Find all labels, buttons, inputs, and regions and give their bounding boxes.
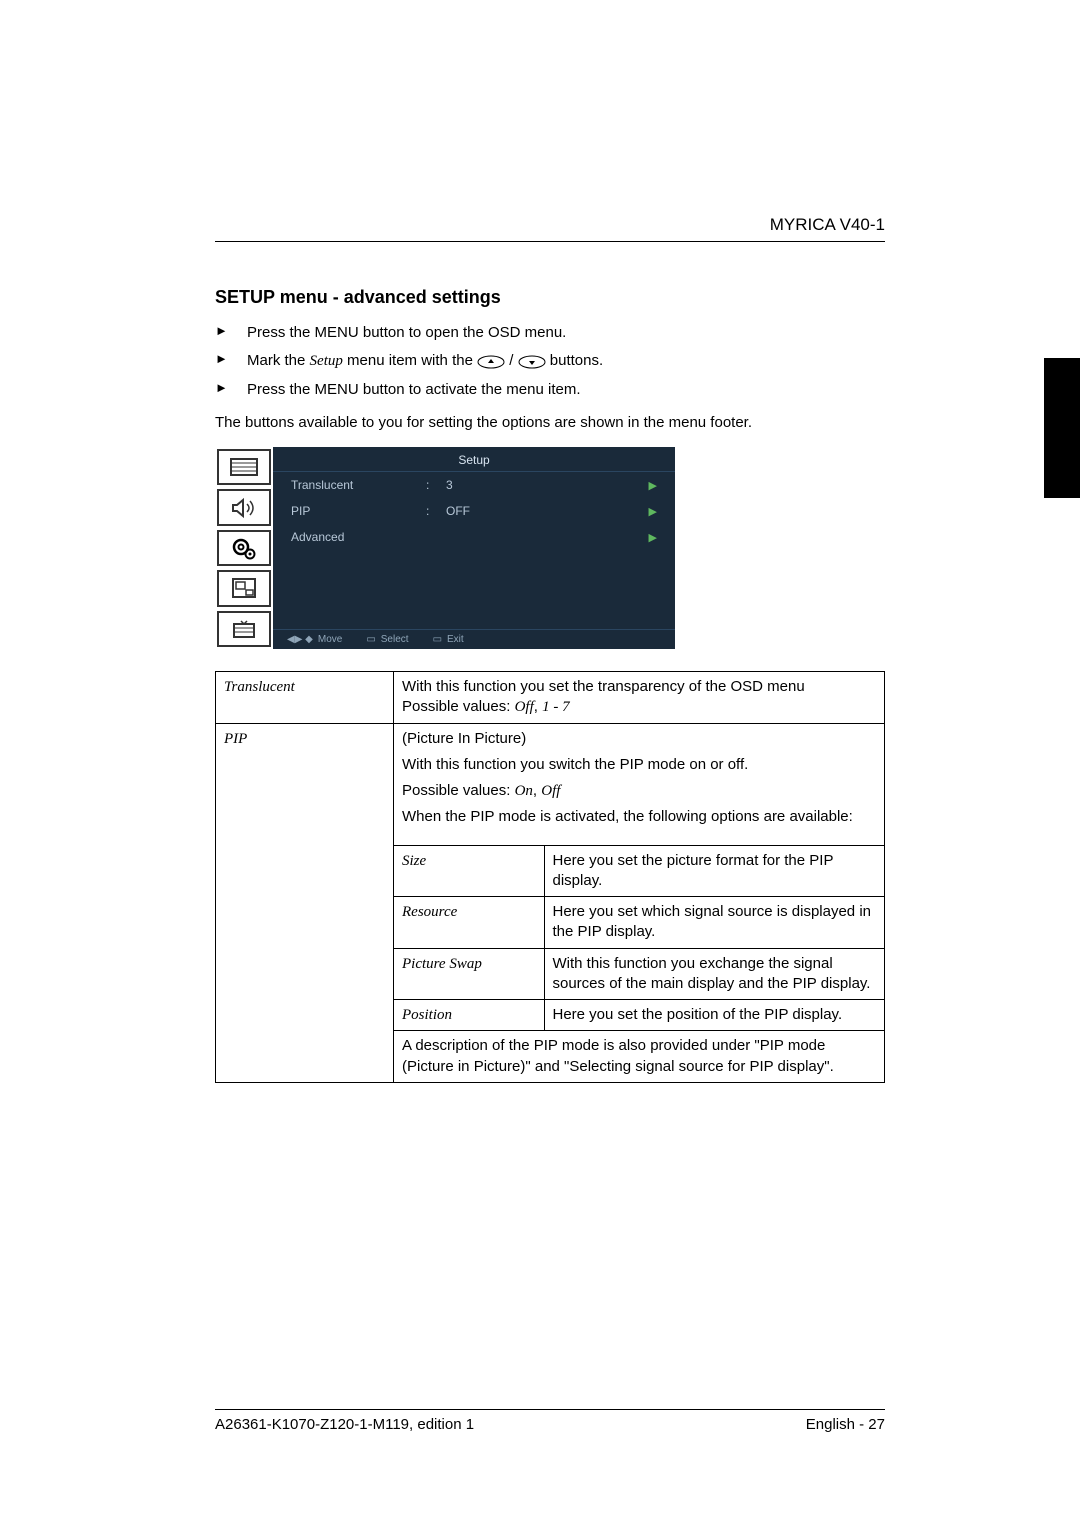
layout-icon [217, 570, 271, 606]
page-footer: A26361-K1070-Z120-1-M119, edition 1 Engl… [215, 1409, 885, 1433]
up-button-icon [477, 354, 505, 368]
desc-line: When the PIP mode is activated, the foll… [402, 807, 876, 827]
sub-param-desc: Here you set which signal source is disp… [544, 897, 884, 949]
select-icon: ▭ [366, 634, 375, 645]
osd-value: 3 [446, 478, 649, 492]
sub-param-desc: With this function you exchange the sign… [544, 948, 884, 1000]
param-desc: (Picture In Picture) With this function … [394, 723, 885, 1082]
table-row: PIP (Picture In Picture) With this funct… [216, 723, 885, 1082]
osd-row: PIP : OFF ▶ [273, 498, 675, 524]
table-row: Size Here you set the picture format for… [394, 845, 884, 897]
osd-footer-move: ◀▶ ◆ Move [287, 634, 342, 645]
osd-footer: ◀▶ ◆ Move ▭ Select ▭ Exit [273, 629, 675, 649]
sub-param-name: Position [394, 1000, 544, 1031]
osd-label: Translucent [291, 478, 426, 492]
osd-panel: Setup Translucent : 3 ▶ PIP : OFF ▶ Adva… [273, 447, 675, 649]
osd-separator: : [426, 504, 446, 518]
sub-param-desc: Here you set the position of the PIP dis… [544, 1000, 884, 1031]
sound-icon [217, 489, 271, 525]
osd-row: Advanced ▶ [273, 524, 675, 550]
settings-gear-icon [217, 530, 271, 566]
osd-row: Translucent : 3 ▶ [273, 472, 675, 498]
body-text: The buttons available to you for setting… [215, 412, 885, 433]
chevron-right-icon: ▶ [649, 531, 657, 544]
instruction-text: Mark the [247, 352, 310, 369]
instruction-text: Press the MENU button to open the OSD me… [247, 324, 566, 341]
osd-sidebar [215, 447, 273, 649]
param-desc: With this function you set the transpare… [394, 672, 885, 724]
instruction-text: / [505, 352, 518, 369]
table-row: Position Here you set the position of th… [394, 1000, 884, 1031]
param-name: PIP [216, 723, 394, 1082]
picture-icon [217, 449, 271, 485]
instruction-item: Press the MENU button to open the OSD me… [215, 322, 885, 343]
footer-label: Exit [447, 634, 464, 645]
instruction-text: menu item with the [343, 352, 477, 369]
header-divider [215, 241, 885, 242]
desc-line: Possible values: Off, 1 - 7 [402, 697, 876, 717]
instruction-item: Mark the Setup menu item with the / butt… [215, 350, 885, 372]
footer-divider [215, 1409, 885, 1410]
doc-id: A26361-K1070-Z120-1-M119, edition 1 [215, 1416, 474, 1433]
osd-footer-select: ▭ Select [366, 634, 408, 645]
desc-line: With this function you switch the PIP mo… [402, 755, 876, 775]
desc-line: (Picture In Picture) [402, 729, 876, 749]
osd-footer-exit: ▭ Exit [433, 634, 464, 645]
osd-value: OFF [446, 504, 649, 518]
footer-label: Select [381, 634, 409, 645]
pip-note: A description of the PIP mode is also pr… [394, 1031, 884, 1082]
arrows-icon: ◀▶ ◆ [287, 634, 313, 645]
table-row: Picture Swap With this function you exch… [394, 948, 884, 1000]
section-heading: SETUP menu - advanced settings [215, 287, 885, 308]
setup-term: Setup [310, 353, 343, 369]
product-title: MYRICA V40-1 [215, 215, 885, 235]
table-row: A description of the PIP mode is also pr… [394, 1031, 884, 1082]
table-row: Translucent With this function you set t… [216, 672, 885, 724]
chevron-right-icon: ▶ [649, 505, 657, 518]
desc-line: With this function you set the transpare… [402, 677, 876, 697]
menu-icon [217, 611, 271, 647]
desc-line: Possible values: On, Off [402, 781, 876, 801]
page-number: English - 27 [806, 1416, 885, 1433]
footer-label: Move [318, 634, 342, 645]
instruction-item: Press the MENU button to activate the me… [215, 379, 885, 400]
osd-screenshot: Setup Translucent : 3 ▶ PIP : OFF ▶ Adva… [215, 447, 675, 649]
osd-separator: : [426, 478, 446, 492]
down-button-icon [518, 354, 546, 368]
sub-param-desc: Here you set the picture format for the … [544, 845, 884, 897]
sub-param-name: Picture Swap [394, 948, 544, 1000]
settings-table: Translucent With this function you set t… [215, 671, 885, 1083]
table-row: Resource Here you set which signal sourc… [394, 897, 884, 949]
osd-label: PIP [291, 504, 426, 518]
osd-title: Setup [273, 447, 675, 472]
sub-param-name: Resource [394, 897, 544, 949]
param-name: Translucent [216, 672, 394, 724]
instruction-text: Press the MENU button to activate the me… [247, 381, 581, 398]
chevron-right-icon: ▶ [649, 479, 657, 492]
pip-subtable: Size Here you set the picture format for… [394, 845, 884, 1082]
osd-label: Advanced [291, 530, 426, 544]
instruction-list: Press the MENU button to open the OSD me… [215, 322, 885, 400]
sub-param-name: Size [394, 845, 544, 897]
instruction-text: buttons. [546, 352, 604, 369]
exit-icon: ▭ [433, 634, 442, 645]
